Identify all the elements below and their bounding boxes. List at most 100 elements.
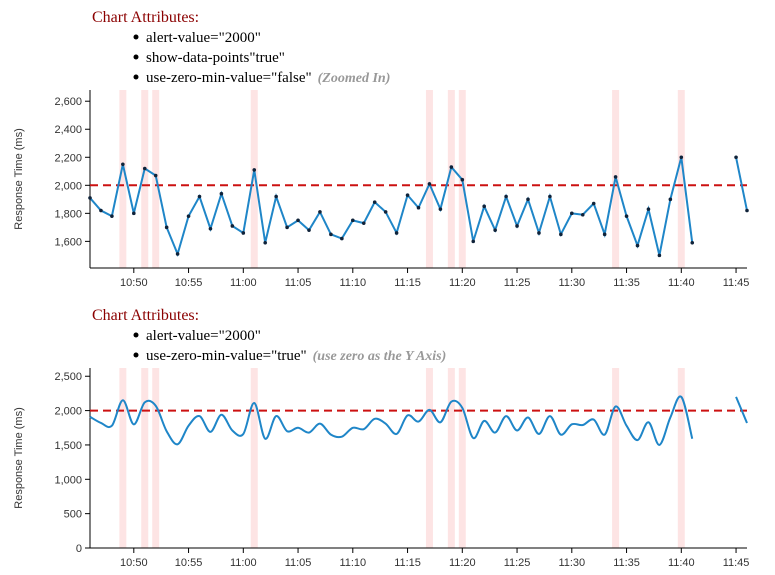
y-tick-label: 2,000 [54, 406, 82, 418]
attribute-note: (Zoomed In) [318, 71, 391, 86]
attribute-text: use-zero-min-value="false" [146, 70, 312, 86]
data-point [591, 201, 596, 206]
data-point [679, 155, 684, 160]
alert-band [447, 90, 455, 268]
data-point [438, 207, 443, 211]
data-point [602, 232, 607, 237]
attribute: alert-value="2000" [146, 328, 261, 344]
y-tick-label: 0 [76, 543, 82, 555]
series-line [89, 157, 748, 258]
data-point [219, 191, 224, 196]
series-line [89, 395, 748, 446]
data-point [175, 252, 180, 256]
data-point [340, 236, 344, 241]
data-point [745, 208, 749, 213]
x-tick-label: 11:45 [723, 557, 750, 569]
data-point [394, 231, 399, 235]
x-tick-label: 11:40 [668, 557, 695, 569]
data-point [241, 231, 246, 235]
data-point [449, 165, 454, 169]
data-point [208, 226, 213, 231]
data-point [548, 194, 552, 199]
data-point [361, 221, 366, 225]
x-tick-label: 11:45 [723, 277, 750, 289]
chart: Chart Attributes: alert-value="2000" show-… [13, 9, 749, 289]
alert-band [447, 368, 455, 548]
data-point [537, 231, 541, 235]
data-point [570, 211, 574, 216]
data-point [230, 224, 235, 228]
y-axis-label: Response Time (ms) [13, 407, 25, 508]
alert-band [119, 90, 127, 268]
bullet [133, 54, 139, 60]
x-tick-label: 10:50 [120, 277, 148, 289]
x-tick-label: 11:35 [613, 557, 640, 569]
x-tick-label: 10:55 [175, 557, 203, 569]
data-point [515, 224, 519, 228]
data-point [635, 243, 640, 248]
alert-band [677, 368, 685, 548]
x-tick-label: 11:25 [504, 277, 531, 289]
data-point [197, 194, 202, 199]
alert-band [119, 368, 127, 548]
data-point [613, 175, 618, 179]
x-tick-label: 11:25 [504, 557, 531, 569]
data-point [110, 214, 114, 218]
data-point [471, 239, 476, 244]
data-point [153, 173, 158, 178]
x-tick-label: 11:15 [394, 277, 421, 289]
y-tick-label: 1,500 [54, 440, 82, 452]
attribute: show-data-points"true" [146, 50, 285, 66]
alert-band [152, 368, 160, 548]
chart: Chart Attributes: alert-value="2000" use-z… [13, 307, 749, 569]
data-point [99, 208, 103, 213]
x-tick-label: 11:35 [613, 277, 640, 289]
y-tick-label: 1,800 [54, 208, 82, 220]
data-point [734, 155, 738, 160]
x-tick-label: 11:30 [558, 557, 585, 569]
attribute-text: show-data-points"true" [146, 50, 285, 66]
data-point [690, 240, 695, 245]
data-point [142, 166, 147, 171]
alert-band [141, 90, 149, 268]
x-tick-label: 11:20 [449, 557, 476, 569]
x-tick-label: 11:30 [558, 277, 585, 289]
bullet [133, 74, 139, 80]
data-point [274, 194, 278, 199]
data-point [372, 200, 377, 204]
data-point [526, 197, 530, 202]
alert-band [141, 368, 149, 548]
data-point [646, 207, 651, 211]
data-point [351, 218, 355, 223]
alert-band [425, 90, 433, 268]
data-point [307, 228, 311, 232]
attribute-note: (use zero as the Y Axis) [313, 349, 447, 364]
bullet [133, 352, 139, 358]
data-point [132, 211, 136, 216]
chart-heading: Chart Attributes: [92, 9, 199, 26]
data-point [493, 228, 497, 232]
attribute-text: alert-value="2000" [146, 30, 261, 46]
alert-band [425, 368, 433, 548]
data-point [624, 214, 629, 218]
y-tick-label: 2,600 [54, 96, 82, 108]
y-tick-label: 2,000 [54, 180, 82, 192]
attribute-text: alert-value="2000" [146, 328, 261, 344]
x-tick-label: 10:50 [120, 557, 148, 569]
y-tick-label: 500 [64, 509, 82, 521]
x-tick-label: 11:05 [285, 277, 312, 289]
x-tick-label: 11:00 [230, 557, 257, 569]
alert-band [677, 90, 685, 268]
x-tick-label: 11:10 [339, 277, 366, 289]
alert-band [458, 368, 466, 548]
data-point [296, 218, 300, 223]
data-point [559, 232, 563, 237]
data-point [285, 225, 289, 230]
data-point [252, 168, 257, 172]
y-tick-label: 2,200 [54, 152, 82, 164]
data-point [427, 182, 432, 186]
alert-band [250, 368, 258, 548]
data-point [121, 162, 125, 167]
chart-heading: Chart Attributes: [92, 307, 199, 324]
